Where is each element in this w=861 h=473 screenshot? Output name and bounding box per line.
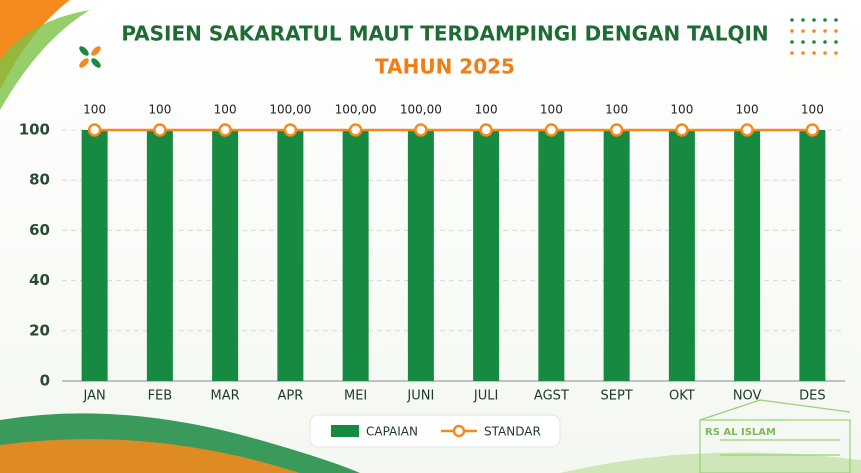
y-tick-label: 60 [29, 221, 50, 239]
value-label: 100 [605, 103, 628, 117]
dot [801, 51, 805, 55]
x-tick-label: FEB [148, 389, 173, 404]
dot [834, 29, 838, 33]
dot [812, 40, 816, 44]
x-tick-label: MAR [211, 389, 240, 404]
dot [812, 18, 816, 22]
bar [277, 130, 304, 381]
line-point [675, 123, 689, 137]
bar [799, 130, 826, 381]
dot [834, 40, 838, 44]
bar [538, 130, 565, 381]
line-point [740, 123, 754, 137]
chart-subtitle: TAHUN 2025 [375, 55, 515, 79]
bar [81, 130, 108, 381]
building [699, 399, 851, 473]
bar [473, 130, 500, 381]
line-point [544, 123, 559, 137]
x-tick-label: OKT [669, 389, 695, 404]
legend-swatch [452, 424, 466, 438]
x-tick-label: NOV [733, 389, 762, 404]
dot [823, 29, 827, 33]
x-tick-label: JAN [83, 389, 106, 404]
legend-box [309, 414, 561, 448]
dot [790, 18, 794, 22]
dot [823, 40, 827, 44]
bottom-wave [560, 452, 861, 473]
value-label: 100,00 [400, 103, 442, 117]
bar [342, 130, 369, 381]
x-tick-label: MEI [344, 389, 367, 404]
bar [407, 130, 434, 381]
line-point [348, 123, 363, 137]
bar [603, 130, 630, 381]
line-point [805, 123, 820, 137]
x-tick-label: JULI [473, 389, 498, 404]
y-tick-label: 40 [29, 271, 50, 289]
dot [790, 40, 794, 44]
bar [668, 130, 695, 381]
x-tick-label: AGST [534, 389, 569, 404]
x-tick-label: JUNI [406, 389, 434, 404]
value-label: 100,00 [335, 103, 377, 117]
chart-title: PASIEN SAKARATUL MAUT TERDAMPINGI DENGAN… [121, 22, 768, 46]
x-tick-label: DES [799, 389, 825, 404]
y-tick-label: 20 [29, 321, 50, 339]
value-label: 100 [540, 103, 563, 117]
y-tick-label: 0 [40, 372, 50, 390]
line-point [283, 123, 298, 137]
bar [734, 130, 761, 381]
dot [801, 18, 805, 22]
x-tick-label: APR [277, 389, 303, 404]
dot [801, 29, 805, 33]
x-tick-label: SEPT [601, 389, 633, 404]
dot [834, 51, 838, 55]
logo [79, 46, 101, 68]
line-point [479, 123, 493, 137]
line-point [609, 123, 624, 137]
dot [823, 18, 827, 22]
dot [790, 51, 794, 55]
value-label: 100 [670, 103, 693, 117]
corner-swoosh [0, 10, 90, 110]
dot [801, 40, 805, 44]
y-tick-label: 80 [29, 171, 50, 189]
value-label: 100 [214, 103, 237, 117]
dot [790, 29, 794, 33]
value-label: 100 [148, 103, 171, 117]
dot [834, 18, 838, 22]
dot [812, 51, 816, 55]
legend-label: CAPAIAN [366, 425, 418, 439]
corner-swoosh [0, 0, 70, 90]
line-point [87, 123, 102, 137]
value-label: 100 [736, 103, 759, 117]
line-point [218, 123, 232, 137]
value-label: 100 [801, 103, 824, 117]
value-label: 100 [475, 103, 498, 117]
line-point [414, 123, 428, 137]
bar [146, 130, 173, 381]
value-label: 100,00 [269, 103, 311, 117]
value-label: 100 [83, 103, 106, 117]
dot [812, 29, 816, 33]
legend-swatch [331, 425, 359, 437]
building-label: RS AL ISLAM [705, 427, 776, 438]
dot [823, 51, 827, 55]
bar [212, 130, 239, 381]
dots-decoration [790, 18, 838, 55]
line-point [153, 123, 167, 137]
y-tick-label: 100 [19, 121, 50, 139]
legend-label: STANDAR [484, 425, 541, 439]
bottom-wave [0, 439, 300, 473]
